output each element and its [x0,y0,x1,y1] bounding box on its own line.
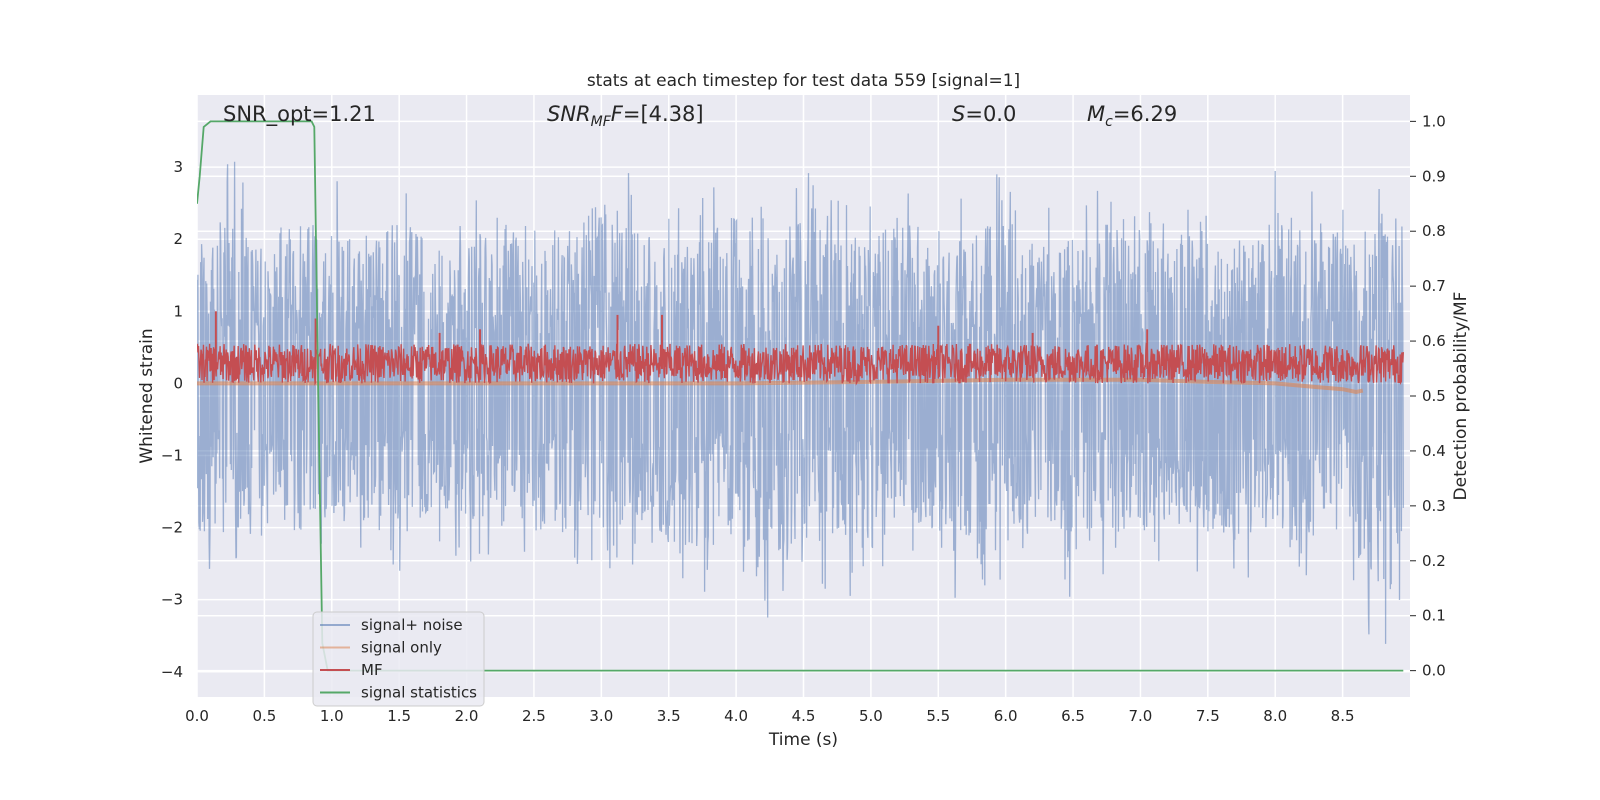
y2-tick-label: 0.6 [1422,332,1446,350]
chart-title: stats at each timestep for test data 559… [587,71,1020,91]
x-tick-label: 2.0 [455,707,479,725]
annotation-snr-mf-main: SNR [547,102,591,126]
annotation-s-main: S [952,102,965,126]
y-tick-label: −4 [161,663,183,681]
x-tick-label: 6.0 [994,707,1018,725]
x-tick-label: 3.5 [657,707,681,725]
x-tick-label: 4.5 [792,707,816,725]
x-tick-label: 2.5 [522,707,546,725]
annotation-snr-mf-f: F [611,102,624,126]
series-layer [197,120,1404,672]
y-axis-ticks: 3 2 1 0 −1 −2 −3 −4 [161,158,183,681]
y2-tick-label: 0.8 [1422,222,1446,240]
annotation-mc-value: =6.29 [1113,102,1177,126]
legend-label: signal only [361,639,442,657]
series-signal-noise [197,161,1404,644]
y-tick-label: 0 [173,374,183,392]
series-mf [197,342,1404,386]
x-tick-label: 7.0 [1129,707,1153,725]
y-tick-label: −1 [161,446,183,464]
annotation-snr-mf-sub: MF [591,114,612,130]
y2-axis-label: Detection probability/MF [1451,292,1471,501]
y2-tick-label: 0.2 [1422,552,1446,570]
legend-label: signal statistics [361,684,477,702]
series-signal-statistics [197,120,1404,672]
x-tick-label: 8.5 [1331,707,1355,725]
legend-label: signal+ noise [361,616,463,634]
x-tick-label: 3.0 [589,707,613,725]
x-tick-label: 0.5 [252,707,276,725]
y2-tick-label: 0.5 [1422,387,1446,405]
annotation-snr-opt: SNR_opt=1.21 [223,102,376,127]
y-tick-label: 2 [173,230,183,248]
annotation-mc-main: M [1087,102,1105,126]
x-tick-label: 5.0 [859,707,883,725]
y2-tick-label: 0.0 [1422,662,1446,680]
x-tick-label: 4.0 [724,707,748,725]
legend: signal+ noise signal only MF signal statist… [312,611,485,707]
y2-tick-label: 0.7 [1422,277,1446,295]
annotation-mc-sub: c [1105,114,1113,130]
annotation-snr-mf-value: =[4.38] [623,102,704,126]
x-axis-label: Time (s) [768,730,838,750]
y2-tick-label: 1.0 [1422,112,1446,130]
annotation-s-value: =0.0 [965,102,1016,126]
annotation-s: S=0.0 [952,102,1016,126]
y2-tick-label: 0.3 [1422,497,1446,515]
y-tick-label: −3 [161,591,183,609]
annotation-mc: Mc=6.29 [1087,102,1177,130]
x-tick-label: 7.5 [1196,707,1220,725]
x-tick-label: 6.5 [1061,707,1085,725]
x-tick-label: 0.0 [185,707,209,725]
legend-box [312,611,485,707]
y-tick-label: 3 [173,158,183,176]
legend-label: MF [361,661,383,679]
x-tick-label: 8.0 [1263,707,1287,725]
x-tick-label: 1.0 [320,707,344,725]
x-axis-ticks: 0.0 0.5 1.0 1.5 2.0 2.5 3.0 3.5 4.0 4.5 5.0 5.5 6.0 6… [185,707,1354,725]
y2-tick-label: 0.9 [1422,167,1446,185]
y-tick-label: 1 [173,302,183,320]
y-axis-label: Whitened strain [137,328,157,463]
y-tick-label: −2 [161,519,183,537]
y2-axis-ticks: 1.0 0.9 0.8 0.7 0.6 0.5 0.4 0.3 0.2 0.1 0.0 [1410,112,1446,680]
x-tick-label: 1.5 [387,707,411,725]
x-tick-label: 5.5 [926,707,950,725]
y2-tick-label: 0.4 [1422,442,1446,460]
annotation-snr-mf: SNRMFF=[4.38] [547,102,704,130]
y2-tick-label: 0.1 [1422,607,1446,625]
